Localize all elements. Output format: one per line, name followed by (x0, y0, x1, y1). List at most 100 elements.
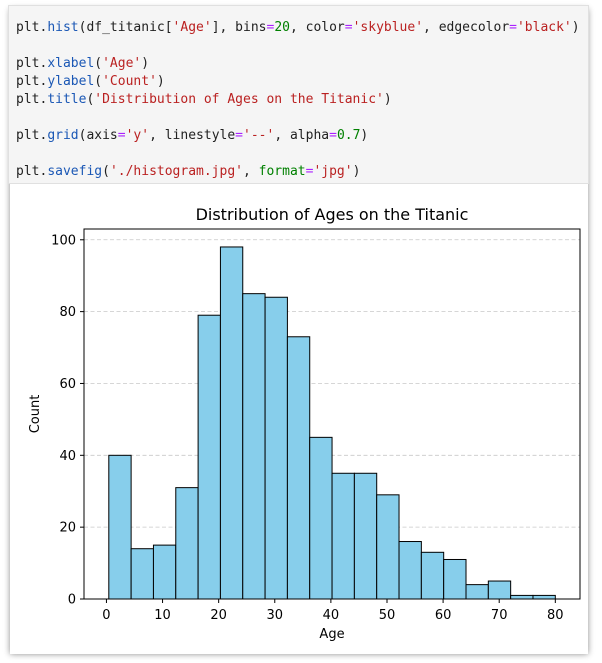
code-token: hist (47, 20, 79, 35)
code-token: 'jpg' (313, 164, 353, 179)
histogram-bar (197, 314, 221, 600)
code-token: ( (94, 74, 103, 89)
x-tick-label: 30 (266, 608, 283, 623)
code-line: plt.savefig('./histogram.jpg', format='j… (16, 163, 588, 181)
code-line: plt.ylabel('Count') (16, 73, 588, 91)
code-token: 0.7 (336, 128, 361, 143)
x-tick-label: 20 (210, 608, 227, 623)
x-tick-label: 0 (102, 608, 110, 623)
y-tick-label: 0 (68, 593, 76, 608)
histogram-bar (130, 548, 154, 600)
y-axis-label: Count (28, 395, 43, 434)
code-token: plt (16, 164, 40, 179)
histogram-bar (108, 454, 132, 600)
code-token: plt (16, 56, 40, 71)
code-token: 'y' (125, 128, 150, 143)
histogram-bar (264, 296, 288, 600)
x-tick-label: 70 (491, 608, 508, 623)
code-token: 20 (274, 20, 290, 35)
histogram-bar (443, 558, 467, 600)
code-token: . (39, 128, 48, 143)
code-token: = (235, 128, 243, 143)
code-token: = (305, 164, 314, 179)
y-tick-label: 40 (59, 449, 76, 464)
code-token: . (39, 92, 48, 107)
code-token: ], bins (211, 20, 267, 35)
code-token: (df_titanic[ (78, 20, 173, 35)
code-token: , alpha (274, 128, 330, 143)
x-tick-label: 40 (323, 608, 340, 623)
chart-title: Distribution of Ages on the Titanic (196, 205, 469, 224)
code-cell[interactable]: plt.hist(df_titanic['Age'], bins=20, col… (8, 5, 589, 184)
histogram-bar (487, 580, 512, 600)
code-line: plt.title('Distribution of Ages on the T… (16, 91, 588, 109)
x-axis-label: Age (319, 627, 344, 642)
code-token: grid (47, 128, 79, 143)
code-token: (axis (78, 128, 118, 143)
code-token: ) (141, 56, 150, 71)
code-token: , color (289, 20, 345, 35)
code-token: . (39, 56, 48, 71)
code-token: . (39, 164, 48, 179)
code-token: , edgecolor (423, 20, 510, 35)
code-token: = (117, 128, 126, 143)
code-line: plt.hist(df_titanic['Age'], bins=20, col… (16, 19, 588, 37)
code-token: title (47, 92, 87, 107)
histogram-bar (331, 472, 355, 600)
histogram-bar (420, 551, 445, 600)
code-token: plt (16, 128, 40, 143)
code-token: = (266, 20, 275, 35)
histogram-bar (242, 293, 266, 600)
code-token: xlabel (47, 56, 95, 71)
code-line: plt.grid(axis='y', linestyle='--', alpha… (16, 127, 588, 145)
code-token: . (39, 20, 48, 35)
code-token: 'Age' (172, 20, 212, 35)
code-token: '--' (243, 128, 275, 143)
histogram-bar (152, 544, 177, 600)
code-token: = (344, 20, 353, 35)
code-editor[interactable]: plt.hist(df_titanic['Age'], bins=20, col… (9, 6, 588, 181)
code-token: ylabel (47, 74, 95, 89)
histogram-bar (532, 594, 556, 600)
code-token: 'skyblue' (352, 20, 424, 35)
code-token: ) (360, 128, 369, 143)
code-token: 'Count' (102, 74, 157, 89)
histogram-bar (309, 436, 333, 600)
code-token: = (509, 20, 517, 35)
y-tick-label: 20 (59, 521, 76, 536)
code-token: 'Distribution of Ages on the Titanic' (94, 92, 384, 107)
histogram-bar (175, 487, 199, 600)
code-token: plt (16, 74, 40, 89)
x-tick-label: 60 (435, 608, 452, 623)
histogram-bar (219, 246, 244, 600)
code-token: './histogram.jpg' (109, 164, 243, 179)
x-tick-label: 50 (379, 608, 396, 623)
code-token: . (39, 74, 48, 89)
histogram-bar (286, 336, 311, 600)
code-token: , linestyle (149, 128, 236, 143)
code-token: ) (156, 74, 165, 89)
code-token: , (243, 164, 259, 179)
code-token: format (258, 164, 306, 179)
code-token: ) (352, 164, 361, 179)
histogram-bar (398, 541, 422, 600)
y-tick-label: 100 (51, 233, 76, 248)
histogram-bar (465, 584, 489, 600)
x-tick-label: 10 (154, 608, 171, 623)
code-token: plt (16, 20, 40, 35)
code-line: plt.xlabel('Age') (16, 55, 588, 73)
code-token: ) (383, 92, 392, 107)
code-token: plt (16, 92, 40, 107)
code-token: ( (102, 164, 110, 179)
code-token: ) (571, 20, 580, 35)
code-token: ( (94, 56, 103, 71)
y-tick-label: 60 (59, 377, 76, 392)
histogram-bar (353, 472, 378, 600)
code-token: ( (86, 92, 95, 107)
code-token: = (329, 128, 337, 143)
code-token: 'Age' (102, 56, 142, 71)
plot-frame (83, 228, 581, 600)
histogram-bar (376, 494, 400, 600)
x-tick-label: 80 (547, 608, 564, 623)
